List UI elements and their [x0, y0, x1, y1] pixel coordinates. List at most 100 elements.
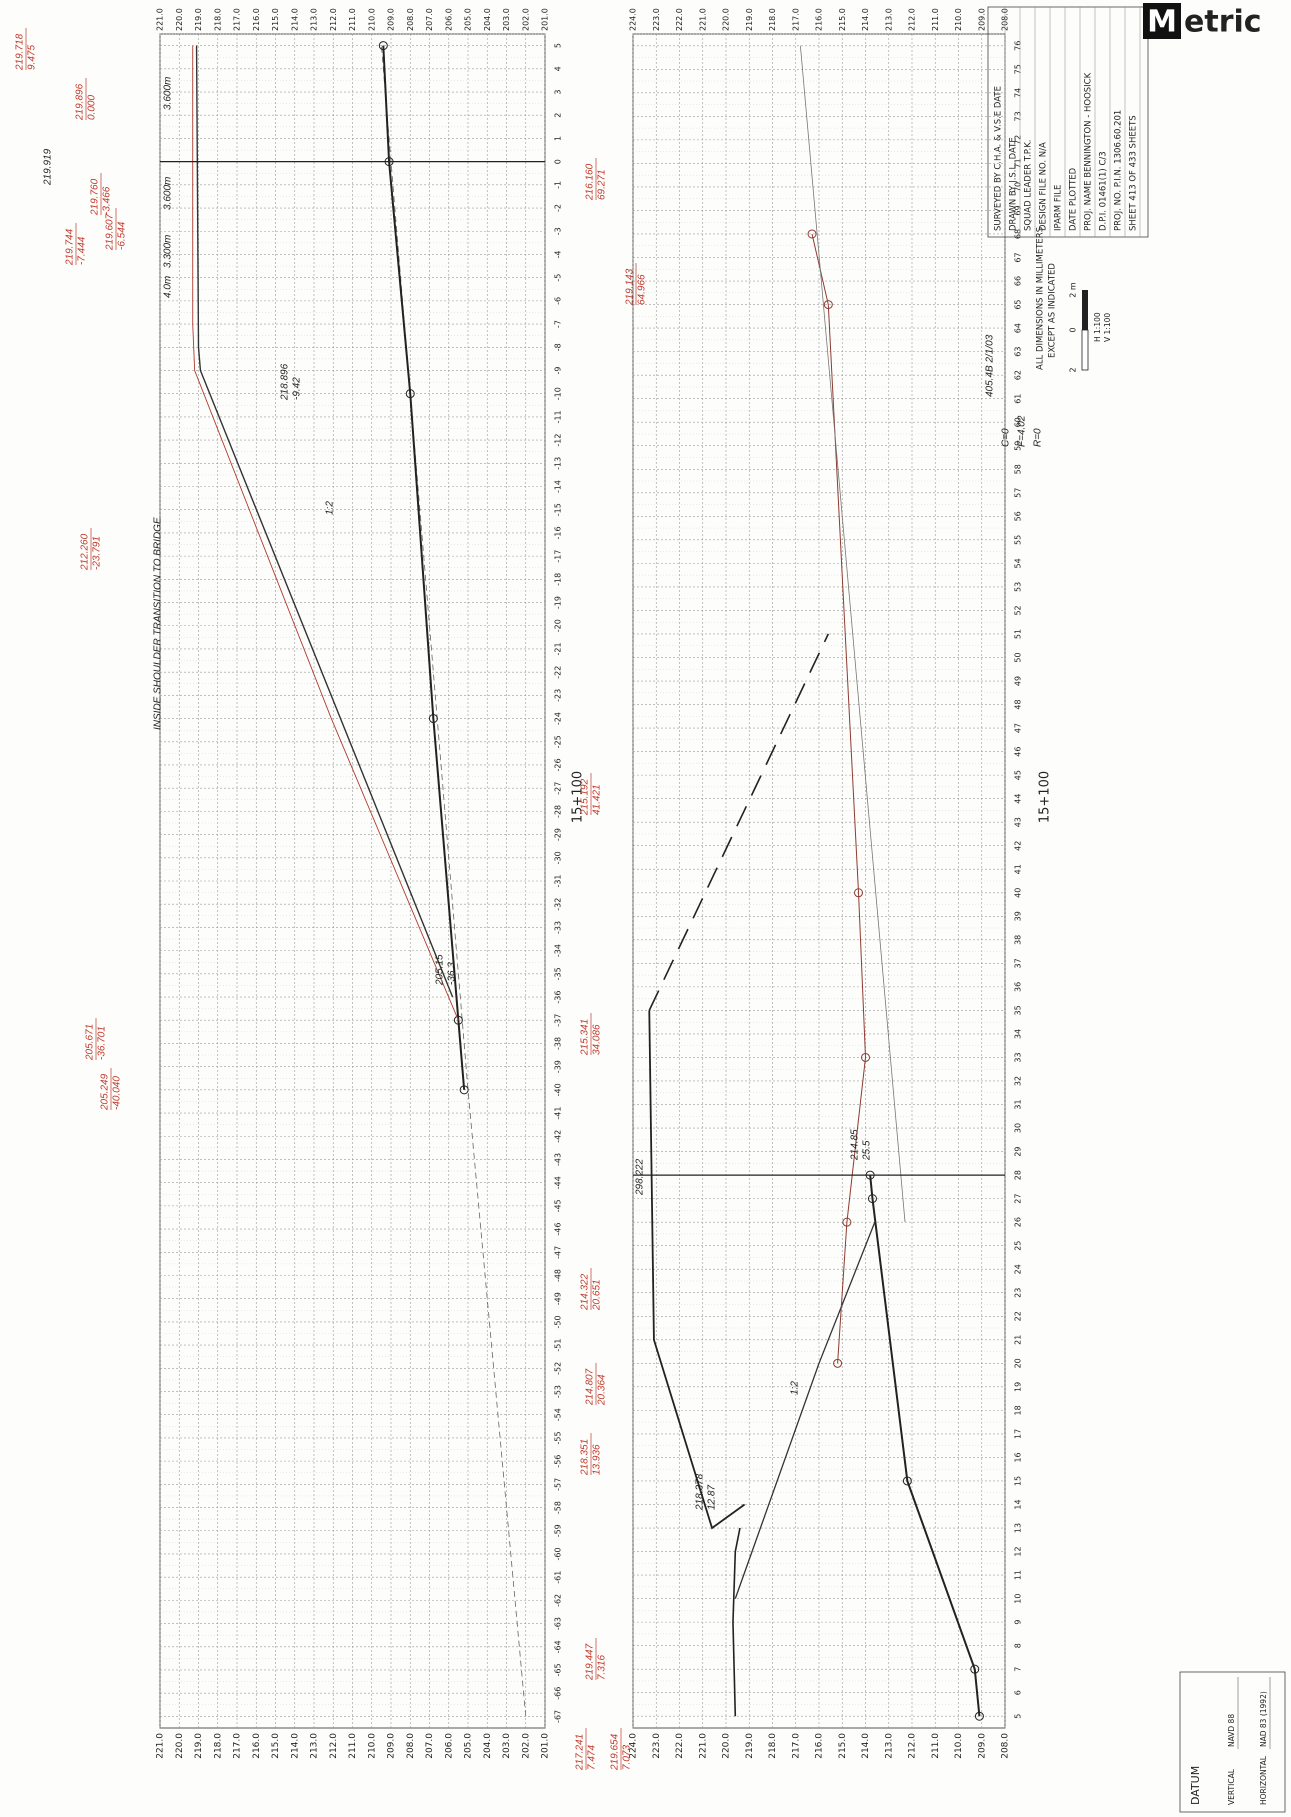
offset-label: -61	[554, 1571, 563, 1584]
red-annotation: 219.744	[65, 228, 76, 266]
title-row: DATE PLOTTED	[1069, 167, 1079, 231]
red-annotation: 0.000	[87, 95, 98, 120]
elevation-label: 218.0	[213, 1733, 223, 1759]
offset-label: 39	[1014, 911, 1023, 921]
elevation-label: 207.0	[425, 1733, 435, 1759]
offset-label: 21	[1014, 1335, 1023, 1345]
offset-label: -4	[554, 250, 563, 258]
title-row: DESIGN FILE NO. N/A	[1039, 142, 1049, 231]
offset-label: -28	[554, 805, 563, 818]
offset-label: -57	[554, 1478, 563, 1491]
offset-label: 6	[1014, 1690, 1023, 1695]
offset-label: -45	[554, 1199, 563, 1212]
red-annotation: 219.447	[585, 1643, 596, 1681]
scale-bar	[1082, 330, 1088, 370]
offset-label: 50	[1014, 652, 1023, 662]
title-row: SURVEYED BY C.H.A. & V.S.E DATE	[994, 86, 1004, 231]
red-annotation: 219.654	[610, 1733, 621, 1771]
red-annotation: 215.192	[580, 778, 591, 816]
offset-label: -50	[554, 1315, 563, 1328]
red-annotation: 205.249	[100, 1073, 111, 1111]
annotation: -9.42	[292, 377, 303, 400]
annotation: 205.15	[435, 954, 446, 986]
datum-value: NAD 83 (1992)	[1259, 1691, 1268, 1747]
offset-label: -2	[554, 204, 563, 212]
title-row: DRAWN BY J.S.L. DATE	[1009, 137, 1019, 231]
offset-label: 23	[1014, 1288, 1023, 1298]
offset-label: 14	[1014, 1499, 1023, 1509]
offset-label: 74	[1014, 88, 1023, 98]
offset-label: 47	[1014, 723, 1023, 733]
elevation-label: 220.0	[175, 1733, 185, 1759]
elevation-label: 220.0	[175, 8, 184, 31]
offset-label: 9	[1014, 1620, 1023, 1625]
offset-label: 25	[1014, 1241, 1023, 1251]
elevation-label: 219.0	[194, 1733, 204, 1759]
offset-label: 45	[1014, 770, 1023, 780]
datum-value: NAVD 88	[1227, 1714, 1236, 1747]
elevation-label: 202.0	[521, 1733, 531, 1759]
offset-label: 5	[554, 43, 563, 48]
offset-label: -5	[554, 274, 563, 282]
offset-label: -43	[554, 1153, 563, 1166]
offset-label: 2	[554, 113, 563, 118]
offset-label: -67	[554, 1710, 563, 1723]
elevation-label: 211.0	[348, 8, 357, 31]
elevation-label: 216.0	[252, 8, 261, 31]
datum-key: VERTICAL	[1227, 1768, 1236, 1805]
elevation-label: 223.0	[652, 8, 661, 31]
scale-bar	[1082, 290, 1088, 330]
elevation-label: 209.0	[387, 8, 396, 31]
elevation-label: 210.0	[367, 8, 376, 31]
offset-label: -51	[554, 1339, 563, 1352]
offset-label: -7	[554, 320, 563, 328]
red-annotation: 219.718	[15, 33, 26, 71]
elevation-label: 222.0	[675, 1733, 685, 1759]
offset-label: -38	[554, 1037, 563, 1050]
offset-label: 44	[1014, 794, 1023, 804]
offset-label: -16	[554, 526, 563, 539]
offset-label: 19	[1014, 1382, 1023, 1392]
annotation: 3.600m	[163, 177, 174, 210]
offset-label: 10	[1014, 1594, 1023, 1604]
offset-label: 67	[1014, 252, 1023, 262]
elevation-label: 211.0	[348, 1733, 358, 1759]
offset-label: -10	[554, 387, 563, 400]
elevation-label: 216.0	[815, 8, 824, 31]
elevation-label: 214.0	[290, 1733, 300, 1759]
elevation-label: 220.0	[722, 8, 731, 31]
red-annotation: 214.322	[580, 1273, 591, 1311]
drawing-sheet: 221.0221.0220.0220.0219.0219.0218.0218.0…	[0, 0, 1291, 1817]
offset-label: 64	[1014, 323, 1023, 333]
offset-label: -39	[554, 1060, 563, 1073]
offset-label: 7	[1014, 1667, 1023, 1672]
offset-label: -65	[554, 1663, 563, 1676]
elevation-label: 208.0	[406, 1733, 416, 1759]
offset-label: 29	[1014, 1146, 1023, 1156]
offset-label: 0	[554, 159, 563, 164]
elevation-label: 212.0	[329, 8, 338, 31]
red-annotation: 212.260	[80, 533, 91, 571]
offset-label: 46	[1014, 747, 1023, 757]
elevation-label: 219.0	[745, 1733, 755, 1759]
offset-label: -27	[554, 782, 563, 795]
offset-label: -33	[554, 921, 563, 934]
offset-label: 49	[1014, 676, 1023, 686]
red-annotation: 64.966	[637, 274, 648, 305]
annotation: 25.5	[862, 1140, 873, 1161]
elevation-label: 220.0	[722, 1733, 732, 1759]
offset-label: -18	[554, 573, 563, 586]
offset-label: -47	[554, 1246, 563, 1259]
logo-mark: M	[1147, 5, 1177, 40]
elevation-label: 218.0	[213, 8, 222, 31]
elevation-label: 223.0	[652, 1733, 662, 1759]
offset-label: -25	[554, 735, 563, 748]
annotation: 219.919	[43, 148, 54, 186]
offset-label: 51	[1014, 629, 1023, 639]
elevation-label: 213.0	[310, 8, 319, 31]
title-row: PROJ. NO. P.I.N. 1306.60.201	[1114, 110, 1124, 231]
annotation: 4.0m	[163, 276, 174, 298]
offset-label: 33	[1014, 1052, 1023, 1062]
offset-label: -46	[554, 1223, 563, 1236]
elevation-label: 209.0	[977, 8, 986, 31]
